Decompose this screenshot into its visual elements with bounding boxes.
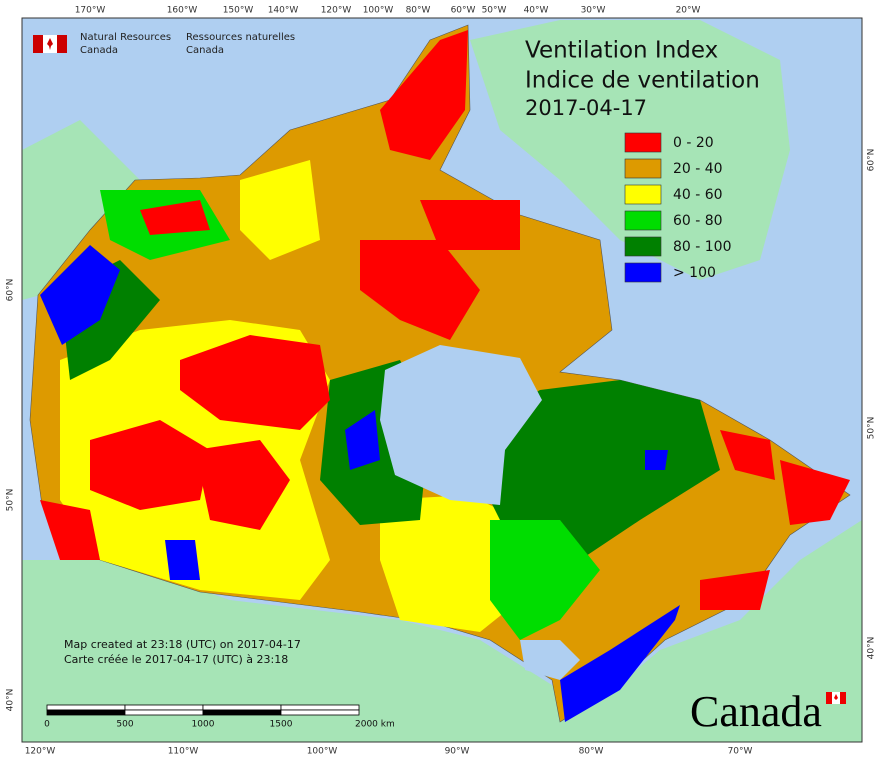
- legend-swatch: [624, 262, 662, 283]
- flag-bar: [826, 692, 832, 704]
- scale-segment: [280, 709, 360, 716]
- graticule-label: 70°W: [728, 747, 753, 757]
- index-zone: [645, 450, 668, 470]
- usa-land: [22, 520, 862, 742]
- map-frame: [21, 17, 863, 743]
- index-zone: [700, 570, 770, 610]
- legend-swatch: [624, 158, 662, 179]
- index-zone: [345, 410, 380, 470]
- title-en: Ventilation Index: [525, 38, 718, 64]
- scale-bar: 0 500 1000 1500 2000 km: [44, 704, 395, 730]
- graticule-label: 40°N: [6, 689, 16, 712]
- legend-label: 40 - 60: [673, 187, 723, 203]
- index-zone: [420, 200, 520, 250]
- graticule-label: 30°W: [581, 6, 606, 16]
- credit-fr: Carte créée le 2017-04-17 (UTC) à 23:18: [64, 653, 288, 666]
- legend-label: 80 - 100: [673, 239, 732, 255]
- org-fr: Ressources naturelles: [186, 32, 295, 43]
- graticule-label: 50°N: [6, 489, 16, 512]
- graticule-label: 50°W: [482, 6, 507, 16]
- index-zone: [195, 440, 290, 530]
- scale-segment: [46, 709, 126, 716]
- scale-label: 2000 km: [355, 720, 395, 730]
- scale-segment: [202, 704, 282, 711]
- title-date: 2017-04-17: [525, 96, 647, 120]
- graticule-label: 40°N: [867, 637, 877, 660]
- wordmark: Canada: [690, 687, 822, 736]
- graticule-label: 100°W: [363, 6, 394, 16]
- graticule-label: 60°W: [451, 6, 476, 16]
- graticule-label: 40°W: [524, 6, 549, 16]
- flag-bar: [840, 692, 846, 704]
- title-fr: Indice de ventilation: [525, 68, 760, 94]
- graticule-label: 170°W: [75, 6, 106, 16]
- index-zone: [165, 540, 200, 580]
- legend-label: > 100: [673, 265, 716, 281]
- index-zone: [180, 335, 330, 430]
- graticule-label: 160°W: [167, 6, 198, 16]
- alaska-land: [22, 120, 140, 300]
- index-zone: [720, 430, 775, 480]
- legend-label: 0 - 20: [673, 135, 714, 151]
- wordmark-flag: [826, 692, 846, 704]
- graticule-label: 80°W: [406, 6, 431, 16]
- graticule-label: 20°W: [676, 6, 701, 16]
- graticule-label: 60°N: [867, 149, 877, 172]
- scale-segment: [46, 704, 126, 711]
- graticule-label: 50°N: [867, 417, 877, 440]
- scale-segment: [202, 709, 282, 716]
- index-zone: [560, 605, 680, 722]
- legend: 0 - 20 20 - 40 40 - 60 60 - 80 80 - 100 > 100: [624, 132, 732, 283]
- org-fr: Canada: [186, 45, 224, 56]
- graticule-label: 140°W: [268, 6, 299, 16]
- scale-label: 1000: [192, 720, 215, 730]
- index-zone: [40, 245, 120, 345]
- index-zone: [380, 30, 468, 160]
- index-zone: [40, 500, 100, 560]
- flag-leaf: [47, 38, 53, 50]
- scale-segment: [124, 704, 204, 711]
- graticule-label: 60°N: [6, 279, 16, 302]
- graticule-label: 80°W: [579, 747, 604, 757]
- index-zone: [240, 160, 320, 260]
- graticule-label: 90°W: [445, 747, 470, 757]
- graticule-label: 120°W: [25, 747, 56, 757]
- nrcan-signature: Natural Resources Canada Ressources natu…: [33, 32, 295, 56]
- index-zone: [780, 460, 850, 525]
- graticule-label: 120°W: [321, 6, 352, 16]
- scale-segment: [280, 704, 360, 711]
- scale-label: 1500: [270, 720, 293, 730]
- hudson-bay: [380, 345, 542, 505]
- canada: [29, 24, 851, 723]
- index-zone: [360, 240, 480, 340]
- scale-segment: [124, 709, 204, 716]
- great-lakes: [520, 640, 580, 680]
- graticule-label: 100°W: [307, 747, 338, 757]
- index-zone: [380, 495, 520, 632]
- legend-swatch: [624, 132, 662, 153]
- legend-label: 60 - 80: [673, 213, 723, 229]
- flag-leaf: [834, 694, 838, 700]
- scale-label: 500: [116, 720, 133, 730]
- flag-bar: [57, 35, 67, 53]
- legend-label: 20 - 40: [673, 161, 723, 177]
- index-zone: [470, 380, 720, 560]
- flag-bar: [33, 35, 43, 53]
- scale-label: 0: [44, 720, 50, 730]
- credit-en: Map created at 23:18 (UTC) on 2017-04-17: [64, 638, 301, 651]
- graticule-label: 150°W: [223, 6, 254, 16]
- legend-swatch: [624, 210, 662, 231]
- index-zone: [140, 200, 210, 235]
- index-zone: [490, 520, 600, 640]
- org-en: Natural Resources: [80, 32, 171, 43]
- graticule-label: 110°W: [168, 747, 199, 757]
- index-zone: [90, 420, 210, 510]
- legend-swatch: [624, 184, 662, 205]
- legend-swatch: [624, 236, 662, 257]
- map-body: [22, 18, 862, 742]
- graticule: 170°W 160°W 150°W 140°W 120°W 100°W 80°W 60°W 50…: [6, 6, 877, 757]
- org-en: Canada: [80, 45, 118, 56]
